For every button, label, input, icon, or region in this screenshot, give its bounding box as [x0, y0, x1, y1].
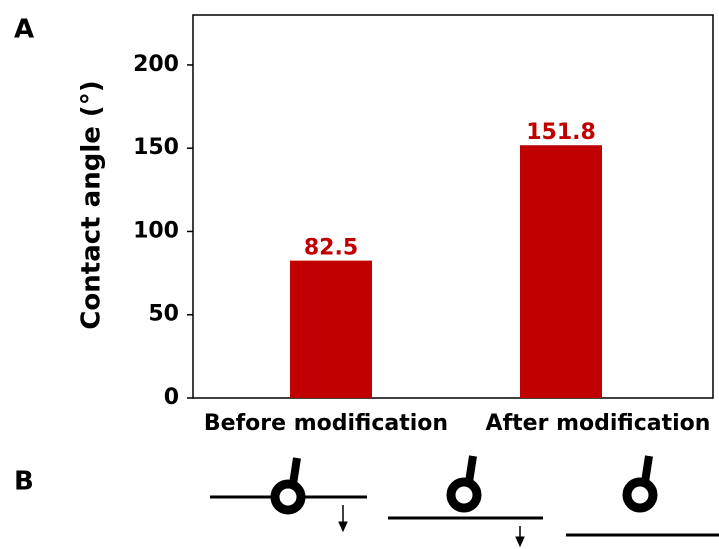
droplet — [451, 482, 477, 508]
plot-frame — [193, 15, 713, 398]
needle — [469, 456, 473, 482]
y-tick-label: 200 — [133, 52, 179, 77]
panel-label: A — [14, 15, 34, 45]
arrowhead — [516, 537, 524, 546]
needle — [293, 458, 297, 484]
x-tick-label: Before modification — [204, 411, 448, 436]
droplet — [627, 482, 653, 508]
y-tick-label: 150 — [133, 135, 179, 160]
y-tick-label: 0 — [164, 385, 179, 410]
arrowhead — [339, 522, 347, 531]
value-label: 82.5 — [304, 236, 358, 261]
x-tick-label: After modification — [486, 411, 711, 436]
droplet — [275, 484, 301, 510]
bar — [290, 261, 372, 398]
panel-label: B — [14, 467, 34, 497]
figure: A B Contact angle (°) 0 50 100 150 200 Before… — [0, 0, 719, 549]
droplet-diagrams — [210, 456, 719, 546]
value-label: 151.8 — [526, 120, 596, 145]
y-tick-label: 100 — [133, 218, 179, 243]
bar — [520, 145, 602, 398]
needle — [645, 456, 649, 482]
y-axis-title: Contact angle (°) — [77, 80, 107, 329]
y-tick-label: 50 — [148, 302, 179, 327]
